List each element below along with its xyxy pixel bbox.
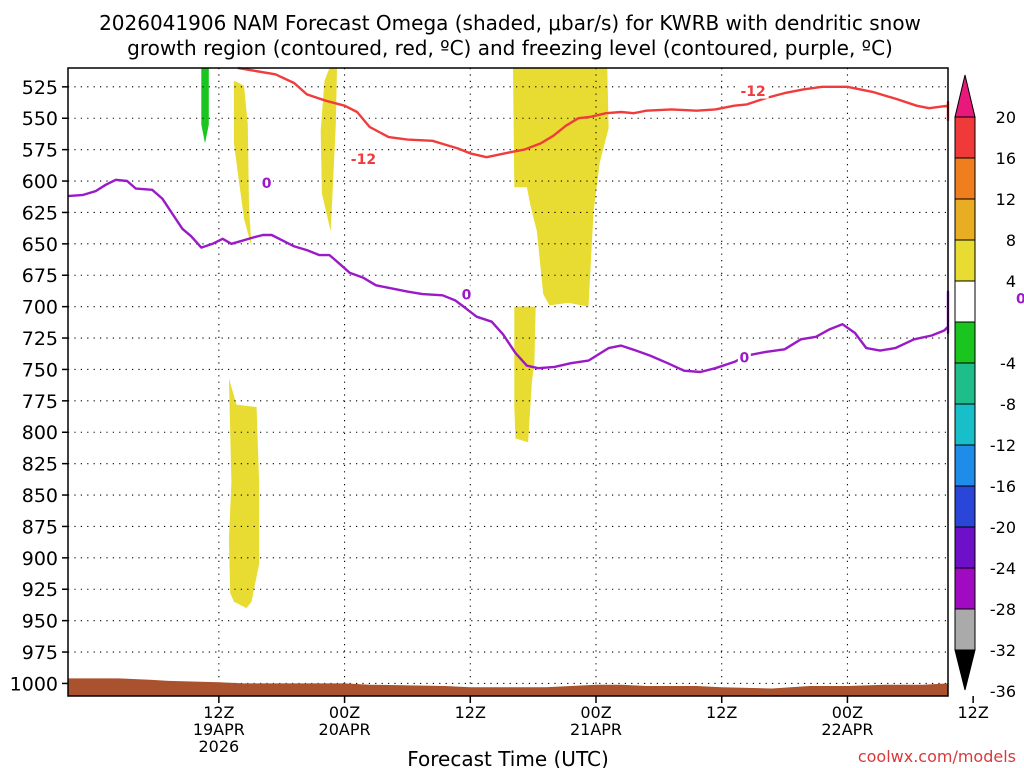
y-tick-label-17: 950	[22, 611, 58, 633]
contour-label-1-3: 0	[1016, 291, 1024, 307]
colorbar-label-9: -20	[990, 518, 1016, 537]
x-tick-label-0-1: 19APR	[193, 720, 245, 739]
plot-background	[68, 68, 948, 696]
colorbar-segment-8	[954, 444, 976, 487]
colorbar-segment-7	[954, 403, 976, 446]
y-tick-label-1: 550	[22, 108, 58, 130]
colorbar-label-7: -12	[990, 436, 1016, 455]
terrain	[68, 678, 948, 696]
x-tick-label-5-0: 00Z	[832, 703, 863, 722]
y-tick-label-19: 1000	[10, 673, 58, 695]
omega-region-5	[228, 378, 260, 609]
y-tick-label-9: 750	[22, 359, 58, 381]
colorbar-segment-2	[954, 198, 976, 241]
y-tick-label-18: 975	[22, 642, 58, 664]
colorbar-label-1: 16	[996, 149, 1016, 168]
y-tick-label-0: 525	[22, 77, 58, 99]
contour-label-1-2: 0	[739, 350, 749, 366]
contour-label-bg	[460, 286, 474, 303]
y-axis: 525 550 575 600 625 650 675 700 725 750 775 800 825 8…	[10, 77, 68, 695]
y-tick-label-6: 675	[22, 265, 58, 287]
colorbar-segment-6	[954, 362, 976, 405]
y-tick-label-3: 600	[22, 171, 58, 193]
x-tick-label-2-0: 12Z	[455, 703, 486, 722]
contour-label-0-1: -12	[740, 84, 765, 100]
x-tick-label-1-1: 20APR	[319, 720, 371, 739]
terrain-fill	[68, 678, 948, 696]
chart-title: 2026041906 NAM Forecast Omega (shaded, μ…	[99, 11, 921, 60]
colorbar-segment-3	[954, 239, 976, 282]
plot-area: -12 -12 0 0 0 0	[67, 66, 1024, 697]
omega-region-1	[233, 80, 252, 247]
colorbar-segment-9	[954, 485, 976, 528]
contour-label-bg	[347, 150, 379, 167]
omega-region-4	[514, 306, 536, 443]
colorbar-label-12: -32	[990, 641, 1016, 660]
watermark: coolwx.com/models	[858, 747, 1016, 766]
y-tick-label-14: 875	[22, 516, 58, 538]
contour-label-1-1: 0	[462, 288, 472, 304]
colorbar-label-13: -36	[990, 682, 1016, 701]
colorbar-segment-1	[954, 157, 976, 200]
y-tick-label-15: 900	[22, 548, 58, 570]
colorbar-label-5: -4	[1000, 354, 1016, 373]
colorbar-label-3: 8	[1006, 231, 1016, 250]
y-tick-label-4: 625	[22, 202, 58, 224]
omega-shading	[201, 68, 609, 609]
colorbar-label-6: -8	[1000, 395, 1016, 414]
contour-label-bg	[737, 82, 769, 99]
colorbar-label-8: -16	[990, 477, 1016, 496]
colorbar-top-arrow	[954, 74, 976, 118]
y-tick-label-2: 575	[22, 140, 58, 162]
colorbar-label-0: 20	[996, 108, 1016, 127]
colorbar-label-2: 12	[996, 190, 1016, 209]
x-tick-label-1-0: 00Z	[329, 703, 360, 722]
x-tick-label-4-0: 12Z	[706, 703, 737, 722]
colorbar-segment-4	[954, 280, 976, 323]
omega-region-3	[513, 68, 609, 307]
y-tick-label-11: 800	[22, 422, 58, 444]
colorbar-segment-5	[954, 321, 976, 364]
title-line-2: growth region (contoured, red, ºC) and f…	[127, 36, 893, 60]
x-tick-label-3-0: 00Z	[580, 703, 611, 722]
y-tick-label-7: 700	[22, 297, 58, 319]
contour-label-0-0: -12	[351, 152, 376, 168]
colorbar: 20 16 12 8 4 -4 -8 -12 -16 -20 -24 -28 -32 -36	[954, 74, 1016, 701]
title-line-1: 2026041906 NAM Forecast Omega (shaded, μ…	[99, 11, 921, 35]
y-tick-label-12: 825	[22, 454, 58, 476]
colorbar-label-4: 4	[1006, 272, 1016, 291]
y-tick-label-13: 850	[22, 485, 58, 507]
y-tick-label-10: 775	[22, 391, 58, 413]
x-tick-label-6-0: 12Z	[957, 703, 988, 722]
y-tick-label-5: 650	[22, 234, 58, 256]
colorbar-segment-12	[954, 608, 976, 651]
x-tick-label-0-2: 2026	[198, 737, 239, 756]
colorbar-segment-0	[954, 116, 976, 159]
colorbar-segment-11	[954, 567, 976, 610]
contour-label-1-0: 0	[262, 176, 272, 192]
contour-label-bg	[260, 174, 274, 191]
colorbar-bottom-arrow	[954, 649, 976, 691]
plot-frame	[67, 67, 949, 697]
gridlines	[68, 68, 948, 696]
y-tick-label-8: 725	[22, 328, 58, 350]
x-axis-label: Forecast Time (UTC)	[407, 747, 609, 768]
omega-region-2	[320, 68, 337, 232]
x-tick-label-3-1: 21APR	[570, 720, 622, 739]
y-tick-label-16: 925	[22, 579, 58, 601]
x-tick-label-5-1: 22APR	[821, 720, 873, 739]
colorbar-label-10: -24	[990, 559, 1016, 578]
x-tick-label-0-0: 12Z	[203, 703, 234, 722]
colorbar-label-11: -28	[990, 600, 1016, 619]
contour-label-bg	[1014, 289, 1024, 306]
colorbar-segment-10	[954, 526, 976, 569]
contour-label-bg	[737, 348, 751, 365]
